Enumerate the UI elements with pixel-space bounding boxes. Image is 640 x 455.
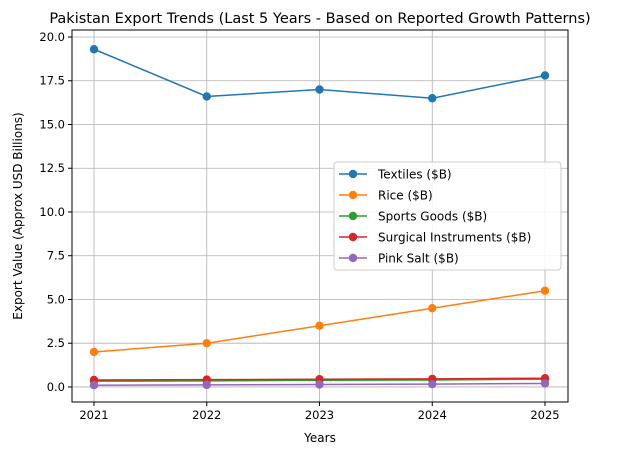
y-tick-label: 2.5	[47, 336, 65, 350]
x-axis-label: Years	[303, 431, 336, 445]
data-point	[202, 92, 211, 101]
legend-label: Sports Goods ($B)	[378, 210, 487, 224]
data-point	[89, 347, 99, 357]
y-tick-label: 15.0	[39, 117, 65, 131]
y-tick-label: 7.5	[47, 249, 65, 263]
x-tick-label: 2022	[192, 408, 221, 422]
legend-entry: Sports Goods ($B)	[339, 210, 487, 224]
legend: Textiles ($B) Rice ($B) Sports Goods ($B) S…	[333, 161, 562, 271]
y-tick-label: 0.0	[47, 380, 65, 394]
x-tick-label: 2021	[79, 408, 108, 422]
x-tick-label: 2024	[418, 408, 447, 422]
data-point	[202, 380, 211, 390]
legend-marker	[348, 211, 358, 221]
series-textiles-b	[89, 45, 550, 103]
legend-marker	[348, 190, 358, 200]
legend-label: Pink Salt ($B)	[378, 252, 459, 266]
legend-marker	[348, 232, 358, 242]
legend-entry: Rice ($B)	[339, 189, 433, 203]
data-point	[89, 381, 99, 390]
x-tick-label: 2025	[530, 408, 559, 422]
legend-marker	[348, 169, 358, 179]
series-pink-salt-b	[89, 379, 550, 390]
data-point	[202, 339, 211, 348]
x-tick-label: 2023	[305, 408, 334, 422]
data-point	[428, 304, 437, 313]
legend-marker	[348, 253, 358, 263]
data-point	[428, 94, 437, 103]
data-point	[89, 45, 99, 54]
data-point	[540, 71, 550, 80]
data-point	[315, 321, 324, 330]
legend-entry: Textiles ($B)	[339, 168, 452, 182]
legend-label: Textiles ($B)	[377, 168, 452, 182]
y-axis-label: Export Value (Approx USD Billions)	[11, 112, 25, 319]
y-tick-label: 17.5	[39, 74, 65, 88]
legend-box	[333, 161, 562, 271]
data-point	[540, 286, 550, 295]
legend-label: Rice ($B)	[378, 189, 433, 203]
data-point	[428, 379, 437, 389]
chart-title: Pakistan Export Trends (Last 5 Years - B…	[49, 11, 590, 27]
y-tick-label: 10.0	[39, 205, 65, 219]
series-rice-b	[89, 286, 550, 357]
legend-entry: Pink Salt ($B)	[339, 252, 459, 266]
data-point	[315, 85, 324, 94]
legend-entry: Surgical Instruments ($B)	[339, 231, 531, 245]
legend-label: Surgical Instruments ($B)	[378, 231, 531, 245]
y-tick-label: 20.0	[39, 30, 65, 44]
y-tick-label: 5.0	[47, 292, 65, 306]
data-point	[540, 379, 550, 388]
y-tick-label: 12.5	[39, 161, 65, 175]
data-point	[315, 380, 324, 389]
